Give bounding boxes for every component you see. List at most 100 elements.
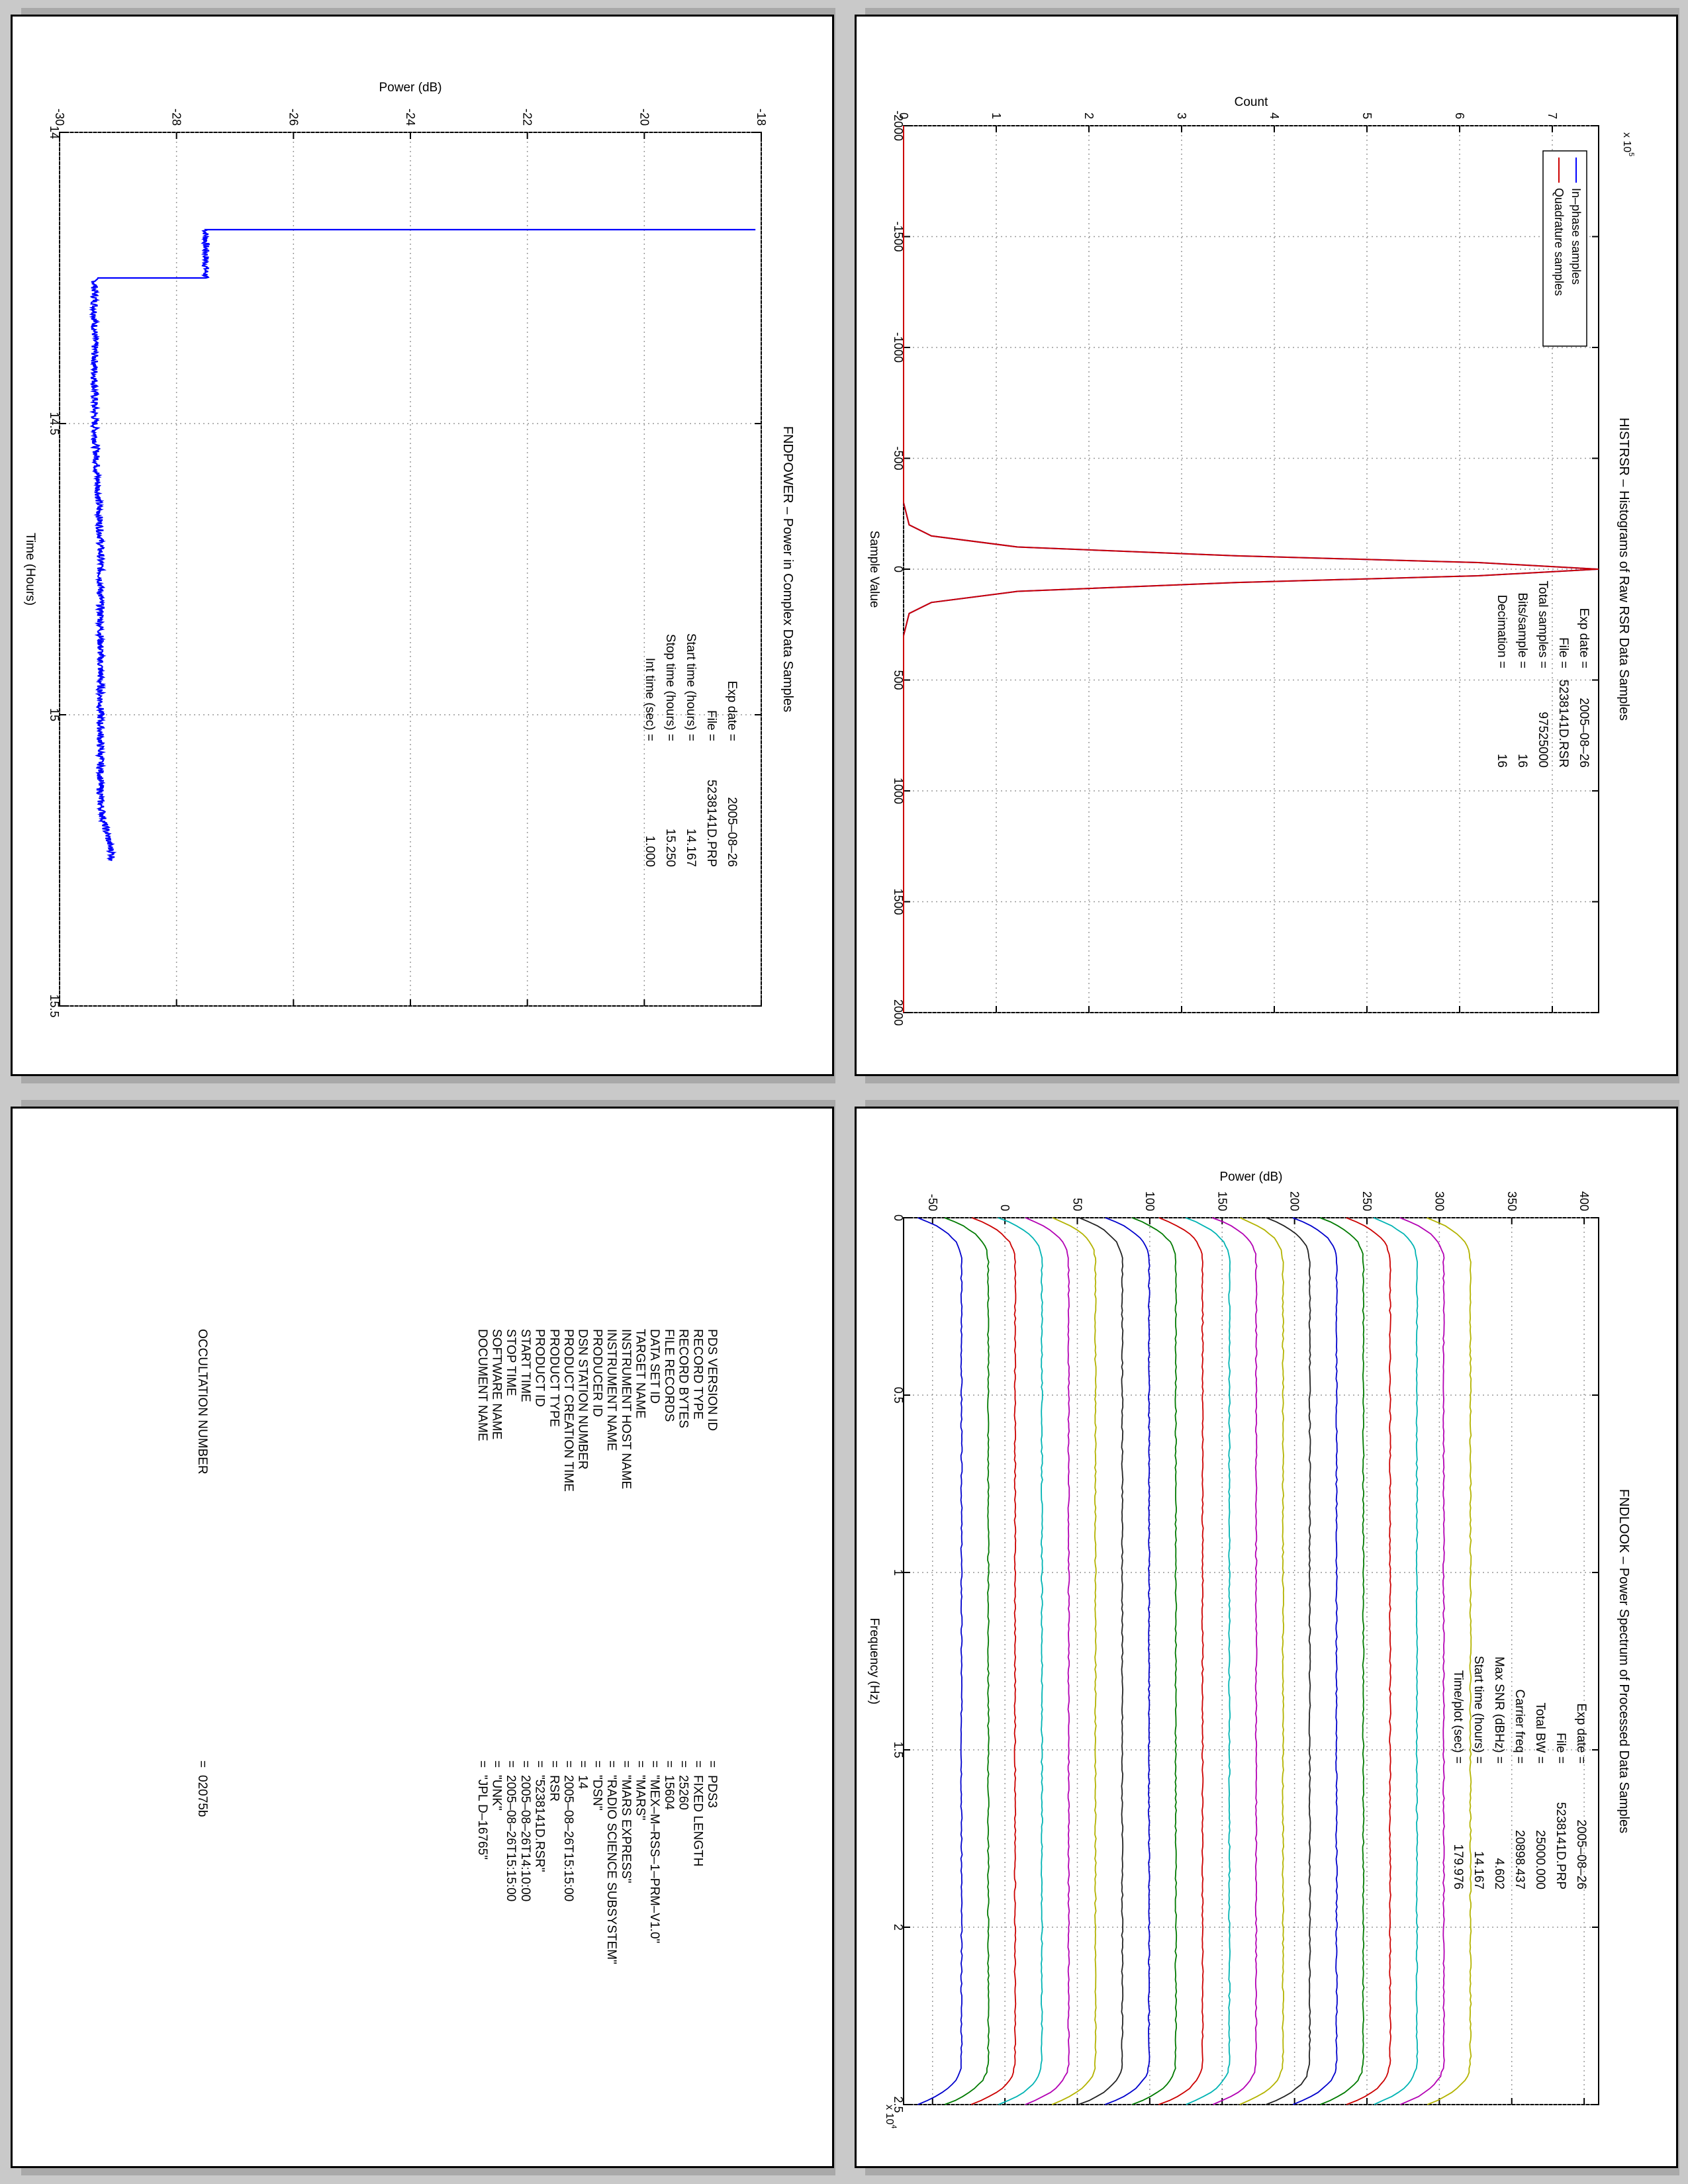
annotation-label: Carrier freq = [1513, 1690, 1526, 1764]
annotation-label: Start time (hours) = [684, 633, 698, 741]
occultation-value: 02075b [195, 1775, 209, 1817]
x-tick-label: 2 [892, 1924, 905, 1931]
annotation-value: 2005–08–26 [1577, 698, 1591, 768]
annotation-label: Int time (sec) = [643, 658, 657, 741]
label-key: TARGET NAME [633, 1329, 647, 1418]
label-key: DSN STATION NUMBER [576, 1329, 590, 1470]
label-key: SOFTWARE NAME [490, 1329, 504, 1439]
y-tick-label: 150 [1215, 1191, 1229, 1211]
y-tick-label: 250 [1360, 1191, 1374, 1211]
spectrum-trace-15 [1292, 1217, 1338, 2105]
spectrum-trace-13 [1239, 1217, 1285, 2105]
annotation-label: File = [1554, 1733, 1568, 1764]
label-key: PRODUCER ID [590, 1329, 604, 1417]
label-equals: = [504, 1760, 518, 1768]
spectrum-trace-8 [1104, 1217, 1150, 2105]
y-axis-label: Power (dB) [379, 81, 442, 95]
y-tick-label: 100 [1143, 1191, 1156, 1211]
annotation-value: 2005–08–26 [1574, 1819, 1588, 1889]
fndlook-panel: 0 0.5 1 1.5 2 2.5 -50 0 50 100 150 200 250 300 350 400 … [844, 1092, 1688, 2184]
y-tick-label: 300 [1432, 1191, 1446, 1211]
y-tick-label: -26 [287, 109, 300, 126]
y-tick-label: 5 [1360, 113, 1374, 119]
annotation-label: Exp date = [1577, 608, 1591, 668]
annotation-value: 15.250 [663, 829, 677, 867]
y-tick-label: 4 [1268, 113, 1281, 119]
x-tick-label: 0.5 [892, 1387, 905, 1403]
label-value: 14 [576, 1775, 590, 1790]
annotation-label: Total samples = [1536, 580, 1550, 668]
label-equals: = [561, 1760, 575, 1768]
y-tick-label: -18 [755, 109, 768, 126]
label-value: PDS3 [705, 1775, 719, 1808]
y-tick-label: 2 [1082, 113, 1096, 119]
label-key: STOP TIME [504, 1329, 518, 1396]
annotation-value: 14.167 [1472, 1851, 1485, 1889]
label-key: PRODUCT CREATION TIME [561, 1329, 575, 1492]
histrsr-chart: -2000 -1500 -1000 -500 0 500 1000 1500 2000 0 1 2 3 4… [867, 95, 1635, 1026]
label-key: DOCUMENT NAME [475, 1329, 489, 1441]
annotation-label: Total BW = [1533, 1703, 1547, 1764]
chart-title: HISTRSR – Histograms of Raw RSR Data Sam… [1617, 418, 1631, 721]
annotation-label: File = [1556, 637, 1570, 668]
label-key: RECORD BYTES [677, 1329, 690, 1428]
annotation-value: 5238141D.PRP [1554, 1802, 1568, 1889]
spectrum-trace-7 [1078, 1217, 1124, 2105]
label-equals: = [705, 1760, 719, 1768]
label-equals: = [547, 1760, 561, 1768]
label-equals: = [647, 1760, 661, 1768]
label-equals: = [475, 1760, 489, 1768]
spectrum-trace-17 [1346, 1217, 1391, 2105]
label-key: PRODUCT ID [533, 1329, 547, 1407]
x-tick-label: -1500 [892, 221, 905, 251]
fndpower-chart: 14 14.5 15 15.5 -30 -28 -26 -24 -22 -20 -18 FNDPOW… [23, 81, 795, 1018]
y-tick-label: 50 [1071, 1198, 1084, 1211]
label-key: PRODUCT TYPE [547, 1329, 561, 1427]
annotation-label: File = [704, 710, 718, 741]
label-equals: = [619, 1760, 633, 1768]
label-value: "UNK" [490, 1775, 504, 1811]
annotation-value: 14.167 [684, 829, 698, 867]
y-tick-label: 200 [1288, 1191, 1301, 1211]
annotation-label: Exp date = [1574, 1704, 1588, 1764]
label-key: PDS VERSION ID [705, 1329, 719, 1431]
annotation-label: Time/plot (sec) = [1451, 1670, 1465, 1764]
x-tick-label: 1 [892, 1569, 905, 1576]
y-axis-label: Power (dB) [1219, 1170, 1282, 1184]
fndlook-chart: 00.511.522.5-50 0 50 100 150 200 250 300 350 400 … [867, 1170, 1631, 2128]
spectrum-trace-12 [1211, 1217, 1258, 2105]
x-tick-label: 1500 [892, 888, 905, 915]
annotation-label: Bits/sample = [1515, 592, 1529, 668]
label-value: 2005–08–26T15:15:00 [561, 1775, 575, 1901]
x-axis-label: Sample Value [867, 531, 881, 608]
label-equals: = [195, 1760, 209, 1768]
annotation-value: 5238141D.RSR [1556, 680, 1570, 768]
x-tick-label: 0 [892, 566, 905, 572]
label-equals: = [490, 1760, 504, 1768]
y-tick-label: 0 [998, 1205, 1011, 1211]
legend: In–phase samples Quadrature samples [1542, 150, 1587, 347]
x-tick-label: 500 [892, 670, 905, 690]
label-value: 25260 [677, 1775, 690, 1810]
x-tick-label: 2.5 [892, 2096, 905, 2113]
spectrum-trace-9 [1131, 1217, 1178, 2105]
annotation-value: 179.976 [1451, 1844, 1465, 1889]
annotation-value: 20898.437 [1513, 1830, 1526, 1889]
label-panel: PDS VERSION ID = PDS3 RECORD TYPE = FIXED LEN… [0, 1092, 844, 2184]
x-tick-label: -2000 [892, 111, 905, 141]
histrsr-panel: -2000 -1500 -1000 -500 0 500 1000 1500 2000 0 1 2 3 4… [844, 0, 1688, 1092]
label-equals: = [590, 1760, 604, 1768]
x-exponent-label: x 104 [884, 2105, 898, 2128]
label-value: 15604 [662, 1775, 676, 1810]
spectrum-trace-20 [1427, 1217, 1472, 2105]
chart-title: FNDPOWER – Power in Complex Data Samples [780, 426, 795, 712]
spectrum-trace-2 [944, 1217, 990, 2105]
label-value: "JPL D–16765" [475, 1775, 489, 1860]
x-tick-label: 1000 [892, 778, 905, 804]
label-value: "MEX–M–RSS–1–PRM–V1.0" [647, 1775, 661, 1943]
y-tick-label: 7 [1546, 113, 1559, 119]
label-equals: = [677, 1760, 690, 1768]
x-tick-label: -500 [892, 446, 905, 470]
label-equals: = [518, 1760, 532, 1768]
